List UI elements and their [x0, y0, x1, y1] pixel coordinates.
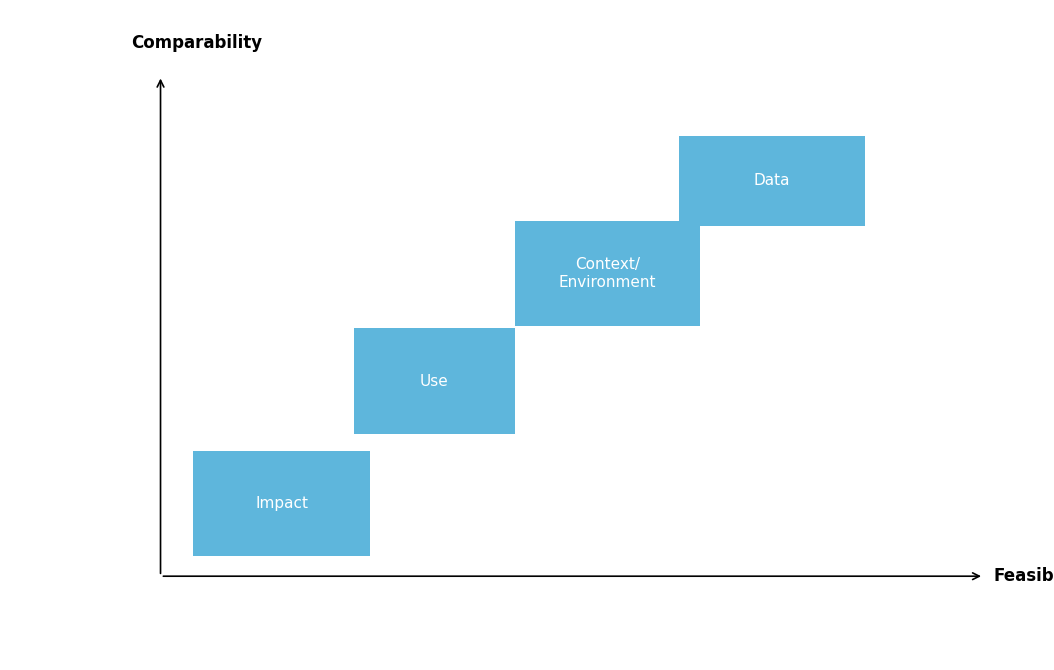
Text: Data: Data [754, 174, 790, 188]
FancyBboxPatch shape [354, 328, 514, 433]
Text: Impact: Impact [255, 496, 309, 511]
FancyBboxPatch shape [514, 221, 700, 326]
FancyBboxPatch shape [679, 136, 864, 226]
Text: Context/
Environment: Context/ Environment [559, 257, 656, 289]
Text: Feasibility: Feasibility [994, 567, 1054, 585]
Text: Use: Use [419, 373, 449, 389]
FancyBboxPatch shape [194, 451, 371, 556]
Text: Comparability: Comparability [131, 34, 262, 52]
